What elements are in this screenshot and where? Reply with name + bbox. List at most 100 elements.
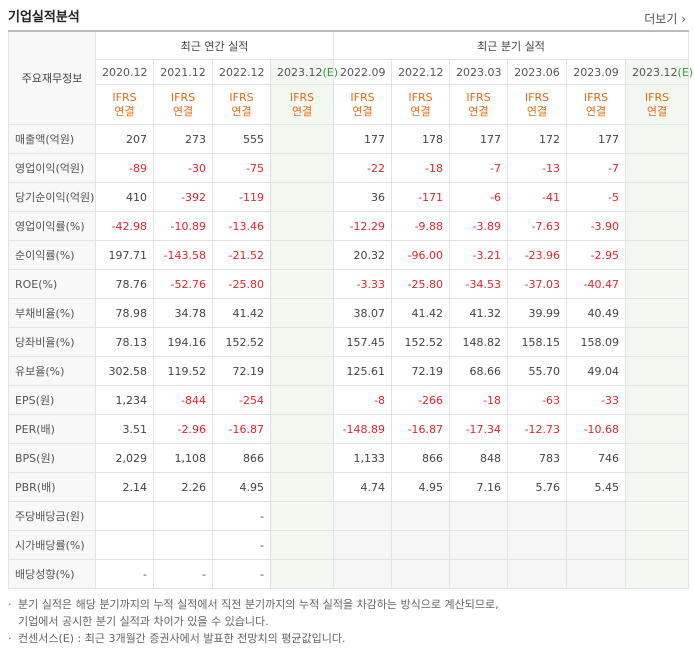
value-cell: 4.95 bbox=[212, 472, 271, 502]
value-cell: 194.16 bbox=[153, 327, 213, 357]
value-cell bbox=[269, 182, 335, 212]
value-cell: 72.19 bbox=[391, 356, 451, 386]
value-cell: 5.45 bbox=[566, 472, 627, 502]
value-cell: -148.89 bbox=[333, 414, 393, 444]
value-cell: 36 bbox=[333, 182, 393, 212]
value-cell bbox=[625, 385, 690, 415]
value-cell: 1,234 bbox=[95, 385, 154, 415]
value-cell: -119 bbox=[212, 182, 271, 212]
value-cell: 177 bbox=[566, 124, 627, 154]
value-cell: 68.66 bbox=[449, 356, 509, 386]
value-cell bbox=[507, 530, 568, 560]
value-cell: -52.76 bbox=[153, 269, 213, 299]
period: 2023.12 bbox=[277, 65, 323, 79]
value-cell bbox=[566, 559, 627, 589]
value-cell bbox=[269, 385, 335, 415]
value-cell bbox=[269, 472, 335, 502]
value-cell: -3.21 bbox=[449, 240, 509, 270]
value-cell: -16.87 bbox=[212, 414, 271, 444]
basis: IFRS bbox=[350, 90, 375, 104]
value-cell bbox=[269, 530, 335, 560]
value-cell bbox=[391, 530, 451, 560]
value-cell: 746 bbox=[566, 443, 627, 473]
value-cell bbox=[625, 124, 690, 154]
value-cell: -23.96 bbox=[507, 240, 568, 270]
value-cell: 38.07 bbox=[333, 298, 393, 328]
value-cell: -41 bbox=[507, 182, 568, 212]
period: 2023.09 bbox=[573, 65, 619, 79]
value-cell: 207 bbox=[95, 124, 154, 154]
consolidation: 연결 bbox=[410, 104, 431, 118]
consolidation: 연결 bbox=[352, 104, 373, 118]
period: 2023.03 bbox=[456, 65, 502, 79]
value-cell: -3.89 bbox=[449, 211, 509, 241]
value-cell: 41.32 bbox=[449, 298, 509, 328]
period: 2022.12 bbox=[398, 65, 444, 79]
value-cell bbox=[153, 501, 213, 531]
value-cell: -7.63 bbox=[507, 211, 568, 241]
value-cell: -254 bbox=[212, 385, 271, 415]
value-cell: 1,108 bbox=[153, 443, 213, 473]
section-title: 기업실적분석 bbox=[8, 10, 80, 25]
row-label: EPS(원) bbox=[8, 385, 96, 415]
consolidation: 연결 bbox=[172, 104, 194, 118]
basis: IFRS bbox=[466, 90, 491, 104]
value-cell bbox=[449, 501, 509, 531]
value-cell: 866 bbox=[391, 443, 451, 473]
row-label: ROE(%) bbox=[8, 269, 96, 299]
period: 2021.12 bbox=[160, 65, 206, 79]
value-cell: 2,029 bbox=[95, 443, 154, 473]
value-cell: 72.19 bbox=[212, 356, 271, 386]
value-cell bbox=[625, 530, 690, 560]
header-row: 주요재무정보 최근 연간 실적 최근 분기 실적 bbox=[8, 30, 690, 125]
basis: IFRS bbox=[229, 90, 254, 104]
basis-header: IFRS 연결 bbox=[333, 84, 393, 125]
group-header: 최근 연간 실적 bbox=[94, 30, 335, 60]
value-cell: 157.45 bbox=[333, 327, 393, 357]
value-cell: 7.16 bbox=[449, 472, 509, 502]
value-cell: - bbox=[212, 559, 271, 589]
more-link[interactable]: 더보기 bbox=[644, 10, 686, 27]
performance-table: 주요재무정보 최근 연간 실적 최근 분기 실적 2020.12 2021.12 2022… bbox=[8, 30, 693, 589]
row-label: 유보율(%) bbox=[8, 356, 96, 386]
value-cell: 20.32 bbox=[333, 240, 393, 270]
value-cell: 148.82 bbox=[449, 327, 509, 357]
value-cell: - bbox=[95, 559, 154, 589]
value-cell bbox=[95, 501, 154, 531]
value-cell: -40.47 bbox=[566, 269, 627, 299]
value-cell: 41.42 bbox=[391, 298, 451, 328]
consolidation: 연결 bbox=[114, 104, 135, 118]
value-cell: -42.98 bbox=[95, 211, 154, 241]
basis-header: IFRS 연결 bbox=[95, 84, 154, 125]
value-cell: 40.49 bbox=[566, 298, 627, 328]
value-cell: -63 bbox=[507, 385, 568, 415]
period-header: 2022.12 bbox=[391, 59, 451, 85]
value-cell bbox=[625, 356, 690, 386]
value-cell bbox=[625, 327, 690, 357]
value-cell: -3.33 bbox=[333, 269, 393, 299]
value-cell: -2.96 bbox=[153, 414, 213, 444]
value-cell: 197.71 bbox=[95, 240, 154, 270]
value-cell: 41.42 bbox=[212, 298, 271, 328]
consolidation: 연결 bbox=[468, 104, 489, 118]
data-row: EPS(원) 1,234 -844 -254 -8 -266 -18 -63 -33 bbox=[8, 385, 690, 415]
value-cell bbox=[449, 559, 509, 589]
value-cell: -2.95 bbox=[566, 240, 627, 270]
row-label: 주당배당금(원) bbox=[8, 501, 96, 531]
row-label: 순이익률(%) bbox=[8, 240, 96, 270]
header-row: 2020.12 2021.12 2022.12 2023.12(E) 2022.09 20… bbox=[9, 59, 693, 85]
value-cell bbox=[153, 530, 213, 560]
value-cell bbox=[269, 559, 335, 589]
row-label: 당기순이익(억원) bbox=[8, 182, 96, 212]
consolidation: 연결 bbox=[585, 104, 607, 118]
basis: IFRS bbox=[112, 90, 137, 104]
value-cell bbox=[625, 559, 690, 589]
value-cell bbox=[625, 153, 690, 183]
value-cell: -12.29 bbox=[333, 211, 393, 241]
row-label: PER(배) bbox=[8, 414, 96, 444]
value-cell bbox=[625, 182, 690, 212]
value-cell: 78.76 bbox=[95, 269, 154, 299]
value-cell: 1,133 bbox=[333, 443, 393, 473]
value-cell bbox=[269, 443, 335, 473]
value-cell: 39.99 bbox=[507, 298, 568, 328]
